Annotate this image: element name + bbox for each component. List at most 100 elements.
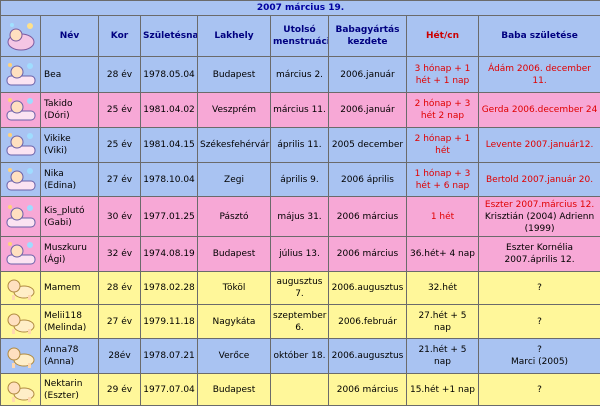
cell-szuletesnap: 1978.07.21 — [141, 339, 198, 374]
cell-szuletesnap: 1981.04.02 — [141, 93, 198, 128]
table-row: Mamem 28 év 1978.02.28 Tököl augusztus 7.200… — [1, 272, 600, 305]
cell-szuletesnap-text: 1981.04.15 — [143, 140, 195, 150]
cell-utolso-text: július 13. — [279, 249, 320, 259]
cell-lakhely: Nagykáta — [198, 305, 271, 339]
cell-utolso-text: szeptember 6. — [273, 311, 326, 333]
cell-het-text: 1 hét — [431, 212, 454, 222]
cell-nev-text: Nektarin (Eszter) — [44, 379, 82, 401]
cell-kezdete: 2006.augusztus — [329, 339, 407, 374]
cell-het-text: 1 hónap + 3 hét + 6 nap — [415, 169, 471, 191]
cell-baba-text: Eszter 2007.március 12. — [485, 200, 594, 210]
cell-baba-sub: Marci (2005) — [481, 356, 598, 368]
cell-szuletesnap-text: 1977.01.25 — [143, 212, 195, 222]
cell-utolso-text: március 2. — [276, 70, 323, 80]
cell-szuletesnap: 1979.11.18 — [141, 305, 198, 339]
cell-baba-text: Eszter Kornélia 2007.április 12. — [505, 243, 575, 265]
cell-baba-text: Gerda 2006.december 24 — [482, 105, 598, 115]
cell-baba-text: ? — [537, 385, 542, 395]
cell-kor-text: 29 év — [107, 385, 132, 395]
cell-utolso: március 11. — [271, 93, 329, 128]
baby-bathtub-icon — [4, 130, 38, 160]
cell-szuletesnap: 1974.08.19 — [141, 237, 198, 272]
cell-het-text: 27.hét + 5 nap — [418, 311, 466, 333]
cell-het: 1 hét — [407, 197, 479, 237]
cell-kezdete: 2006.február — [329, 305, 407, 339]
cell-baba-sub: Krisztián (2004) Adrienn (1999) — [481, 211, 598, 235]
cell-kezdete-text: 2006 április — [341, 175, 394, 185]
cell-het: 27.hét + 5 nap — [407, 305, 479, 339]
cell-lakhely-text: Székesfehérvár — [200, 140, 269, 150]
cell-lakhely-text: Tököl — [223, 283, 246, 293]
cell-baba: Eszter 2007.március 12.Krisztián (2004) … — [479, 197, 600, 237]
cell-baba: Ádám 2006. december 11. — [479, 57, 600, 93]
cell-het-text: 2 hónap + 1 hét — [415, 134, 471, 156]
cell-utolso-text: május 31. — [277, 212, 321, 222]
row-icon — [1, 57, 41, 93]
cell-szuletesnap-text: 1979.11.18 — [143, 317, 195, 327]
header-het: Hét/cn — [407, 16, 479, 57]
cell-nev: Vikike (Viki) — [41, 128, 99, 163]
row-icon — [1, 128, 41, 163]
cell-utolso-text: április 9. — [280, 175, 319, 185]
row-icon — [1, 272, 41, 305]
header-babagyartas: Babagyártás kezdete — [329, 16, 407, 57]
baby-bathtub-icon — [4, 165, 38, 195]
cell-het: 21.hét + 5 nap — [407, 339, 479, 374]
cell-baba: ? — [479, 272, 600, 305]
cell-nev-text: Bea — [44, 70, 61, 80]
cell-baba-text: Bertold 2007.január 20. — [486, 175, 593, 185]
cell-kor: 30 év — [99, 197, 141, 237]
stork-baby-icon — [3, 18, 39, 54]
cell-kor: 25 év — [99, 93, 141, 128]
cell-utolso-text: október 18. — [274, 351, 326, 361]
cell-lakhely-text: Verőce — [219, 351, 250, 361]
cell-nev-text: Nika (Edina) — [44, 169, 76, 191]
cell-nev-text: Anna78 (Anna) — [44, 345, 79, 367]
cell-utolso-text: március 11. — [273, 105, 326, 115]
cell-kor: 28 év — [99, 272, 141, 305]
cell-lakhely-text: Zegi — [224, 175, 244, 185]
cell-lakhely-text: Budapest — [213, 249, 256, 259]
cell-szuletesnap-text: 1978.10.04 — [143, 175, 195, 185]
cell-baba: Levente 2007.január12. — [479, 128, 600, 163]
row-icon — [1, 163, 41, 197]
baby-bathtub-icon — [4, 239, 38, 269]
cell-kezdete: 2006.január — [329, 93, 407, 128]
baby-bathtub-icon — [4, 202, 38, 232]
baby-crawling-icon — [4, 341, 38, 371]
cell-kezdete: 2006 március — [329, 237, 407, 272]
cell-szuletesnap: 1978.02.28 — [141, 272, 198, 305]
cell-kezdete: 2006.augusztus — [329, 272, 407, 305]
cell-lakhely-text: Budapest — [213, 70, 256, 80]
cell-nev: Nika (Edina) — [41, 163, 99, 197]
cell-szuletesnap-text: 1978.05.04 — [143, 70, 195, 80]
cell-het: 32.hét — [407, 272, 479, 305]
cell-utolso: augusztus 7. — [271, 272, 329, 305]
cell-utolso: április 9. — [271, 163, 329, 197]
cell-kor-text: 28 év — [107, 70, 132, 80]
table-title: 2007 március 19. — [1, 1, 600, 16]
cell-nev-text: Melii118 (Melinda) — [44, 311, 86, 333]
header-szuletesnap: Születésnap — [141, 16, 198, 57]
cell-lakhely: Zegi — [198, 163, 271, 197]
cell-kezdete-text: 2006.január — [340, 70, 394, 80]
cell-utolso: július 13. — [271, 237, 329, 272]
cell-baba-text: ? — [537, 345, 542, 355]
cell-nev-text: Mamem — [44, 283, 80, 293]
cell-baba-text: ? — [537, 317, 542, 327]
header-nev: Név — [41, 16, 99, 57]
cell-kor-text: 25 év — [107, 105, 132, 115]
cell-kor-text: 28 év — [107, 283, 132, 293]
header-icon — [1, 16, 41, 57]
baby-bathtub-icon — [4, 95, 38, 125]
header-utolso: Utolsó menstruáció — [271, 16, 329, 57]
cell-kor-text: 30 év — [107, 212, 132, 222]
baby-crawling-icon — [4, 273, 38, 303]
cell-szuletesnap-text: 1981.04.02 — [143, 105, 195, 115]
cell-utolso-text: április 11. — [277, 140, 321, 150]
header-baba: Baba születése — [479, 16, 600, 57]
